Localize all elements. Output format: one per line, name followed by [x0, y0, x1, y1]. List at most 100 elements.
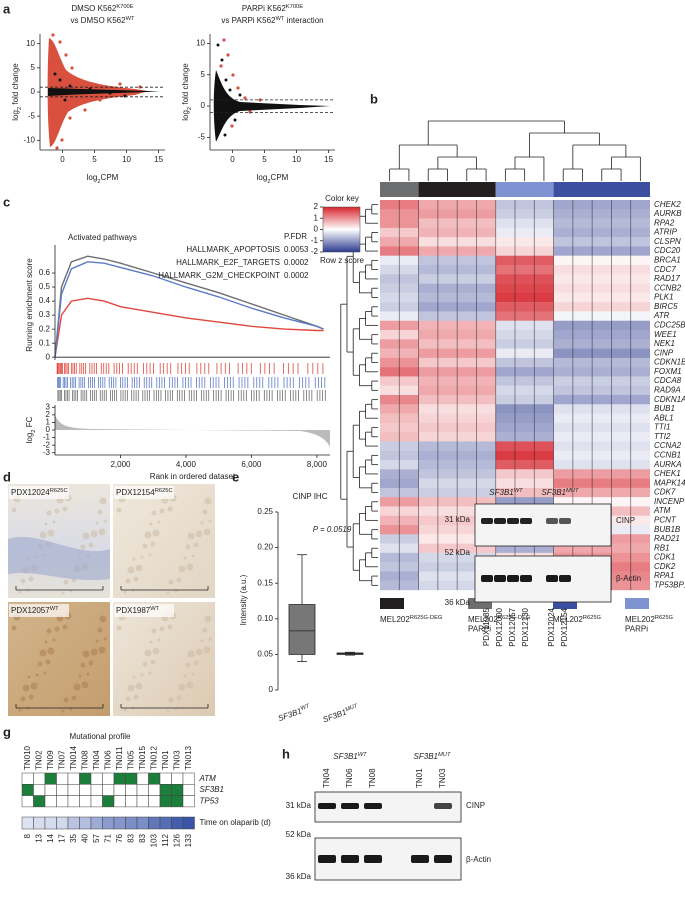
time-cell — [102, 816, 115, 830]
ihc-texture — [54, 626, 60, 632]
ranked-fc-area — [55, 415, 330, 447]
y-axis-label-part: FC — [25, 416, 34, 429]
heatmap-cell — [553, 339, 650, 349]
volcano-point — [228, 88, 232, 92]
ihc-texture — [144, 531, 152, 539]
heatmap-cell — [553, 395, 650, 405]
time-label: 83 — [138, 833, 147, 842]
legend-label: MEL202R625G — [553, 615, 602, 625]
gene-label: AURKA — [653, 460, 682, 469]
ihc-texture — [133, 694, 139, 700]
column-group-bar — [418, 182, 496, 197]
legend-label-part: MEL202 — [468, 615, 498, 624]
heatmap-cell — [495, 469, 554, 479]
legend-label-part: PARPi — [625, 625, 648, 634]
heatmap-cell — [495, 320, 554, 331]
heatmap-cell — [495, 422, 554, 433]
mutation-cell — [21, 795, 34, 808]
y-tick-label: 0.6 — [39, 268, 51, 277]
mutation-cell — [90, 795, 103, 808]
volcano-cloud — [48, 88, 160, 96]
time-label: 14 — [46, 833, 55, 842]
band — [434, 803, 452, 809]
gene-label: RPA1 — [654, 571, 674, 580]
y-axis-label: log2 fold change — [181, 63, 192, 121]
ihc-texture — [135, 682, 143, 690]
heatmap-cell — [495, 302, 554, 312]
gene-label: CCNA2 — [654, 441, 682, 450]
mutation-cell — [79, 772, 92, 785]
heatmap-cell — [553, 330, 650, 340]
legend-label-part: MEL202 — [380, 615, 410, 624]
legend-label-part: R625G-DEG — [410, 615, 443, 621]
pathway-name: HALLMARK_G2M_CHECKPOINT — [158, 271, 280, 280]
gene-label: PLK1 — [654, 293, 674, 302]
ihc-texture — [135, 564, 143, 572]
ihc-texture — [90, 648, 98, 656]
y-axis-label-part: 2 — [187, 107, 193, 110]
panel-title: Mutational profile — [70, 732, 131, 741]
heatmap-cell — [553, 283, 650, 294]
plot-title-part: vs DMSO K562 — [70, 16, 126, 25]
mutation-cell — [67, 795, 80, 808]
time-cell — [56, 816, 69, 830]
volcano-point — [224, 78, 228, 82]
marker-label: 36 kDa — [286, 872, 312, 881]
ihc-texture — [193, 542, 199, 548]
legend-swatch — [553, 598, 577, 609]
ihc-texture — [39, 531, 47, 539]
sample-label: TN03 — [172, 750, 181, 770]
gene-label: WEE1 — [654, 330, 677, 339]
mutation-cell — [182, 784, 195, 796]
x-tick-label: SF3B1WT — [277, 703, 312, 724]
ihc-texture — [35, 673, 39, 677]
ihc-texture — [11, 625, 17, 631]
group-label: SF3B1MUT — [414, 752, 451, 762]
time-cell — [148, 816, 161, 830]
y-axis-label-part: log — [11, 110, 20, 121]
mutation-cell — [21, 784, 34, 796]
heatmap-cell — [553, 348, 650, 359]
legend-label-part: R625G — [655, 615, 674, 621]
group-label-part: WT — [514, 488, 523, 494]
ihc-texture — [98, 646, 106, 654]
y-tick-label: 2 — [46, 410, 51, 419]
y-axis-label-part: fold change — [181, 63, 190, 107]
legend-label-part: MEL202 — [553, 615, 583, 624]
volcano-point — [222, 38, 226, 42]
color-key-title: Color key — [325, 194, 359, 203]
heatmap-cell — [495, 357, 554, 368]
ihc-texture — [80, 662, 86, 668]
volcano-point — [56, 128, 60, 132]
heatmap-cell — [553, 478, 650, 489]
y-tick-label: 0 — [269, 685, 274, 694]
heatmap-cell — [553, 376, 650, 386]
image-label: PDX12057WT — [11, 606, 59, 616]
volcano-point — [68, 116, 72, 120]
ihc-texture — [144, 649, 152, 657]
heatmap-cell — [553, 385, 650, 396]
gene-label: RPA2 — [654, 218, 675, 227]
legend-label-part: PARPi — [468, 625, 491, 634]
gene-label: CDK1 — [654, 553, 675, 562]
group-label-part: SF3B1 — [333, 752, 357, 761]
gene-label: CCNB1 — [654, 450, 681, 459]
color-key-tick-label: -2 — [311, 247, 319, 256]
ihc-texture — [82, 532, 90, 540]
ihc-texture — [178, 683, 186, 691]
x-tick-label: 6,000 — [241, 460, 262, 469]
band — [318, 803, 336, 809]
image-label-part: WT — [50, 606, 59, 612]
time-label: 112 — [161, 833, 170, 846]
heatmap-cell — [553, 200, 650, 210]
ihc-texture — [140, 673, 144, 677]
gene-label: ABL1 — [653, 413, 674, 422]
ihc-texture — [142, 543, 148, 549]
heatmap-cell — [553, 543, 650, 554]
marker-label: 31 kDa — [286, 801, 312, 810]
ihc-texture — [116, 625, 122, 631]
heatmap-cell — [495, 209, 554, 219]
ihc-texture — [159, 508, 165, 514]
y-tick-label: 1 — [46, 418, 51, 427]
ihc-texture — [116, 507, 122, 513]
